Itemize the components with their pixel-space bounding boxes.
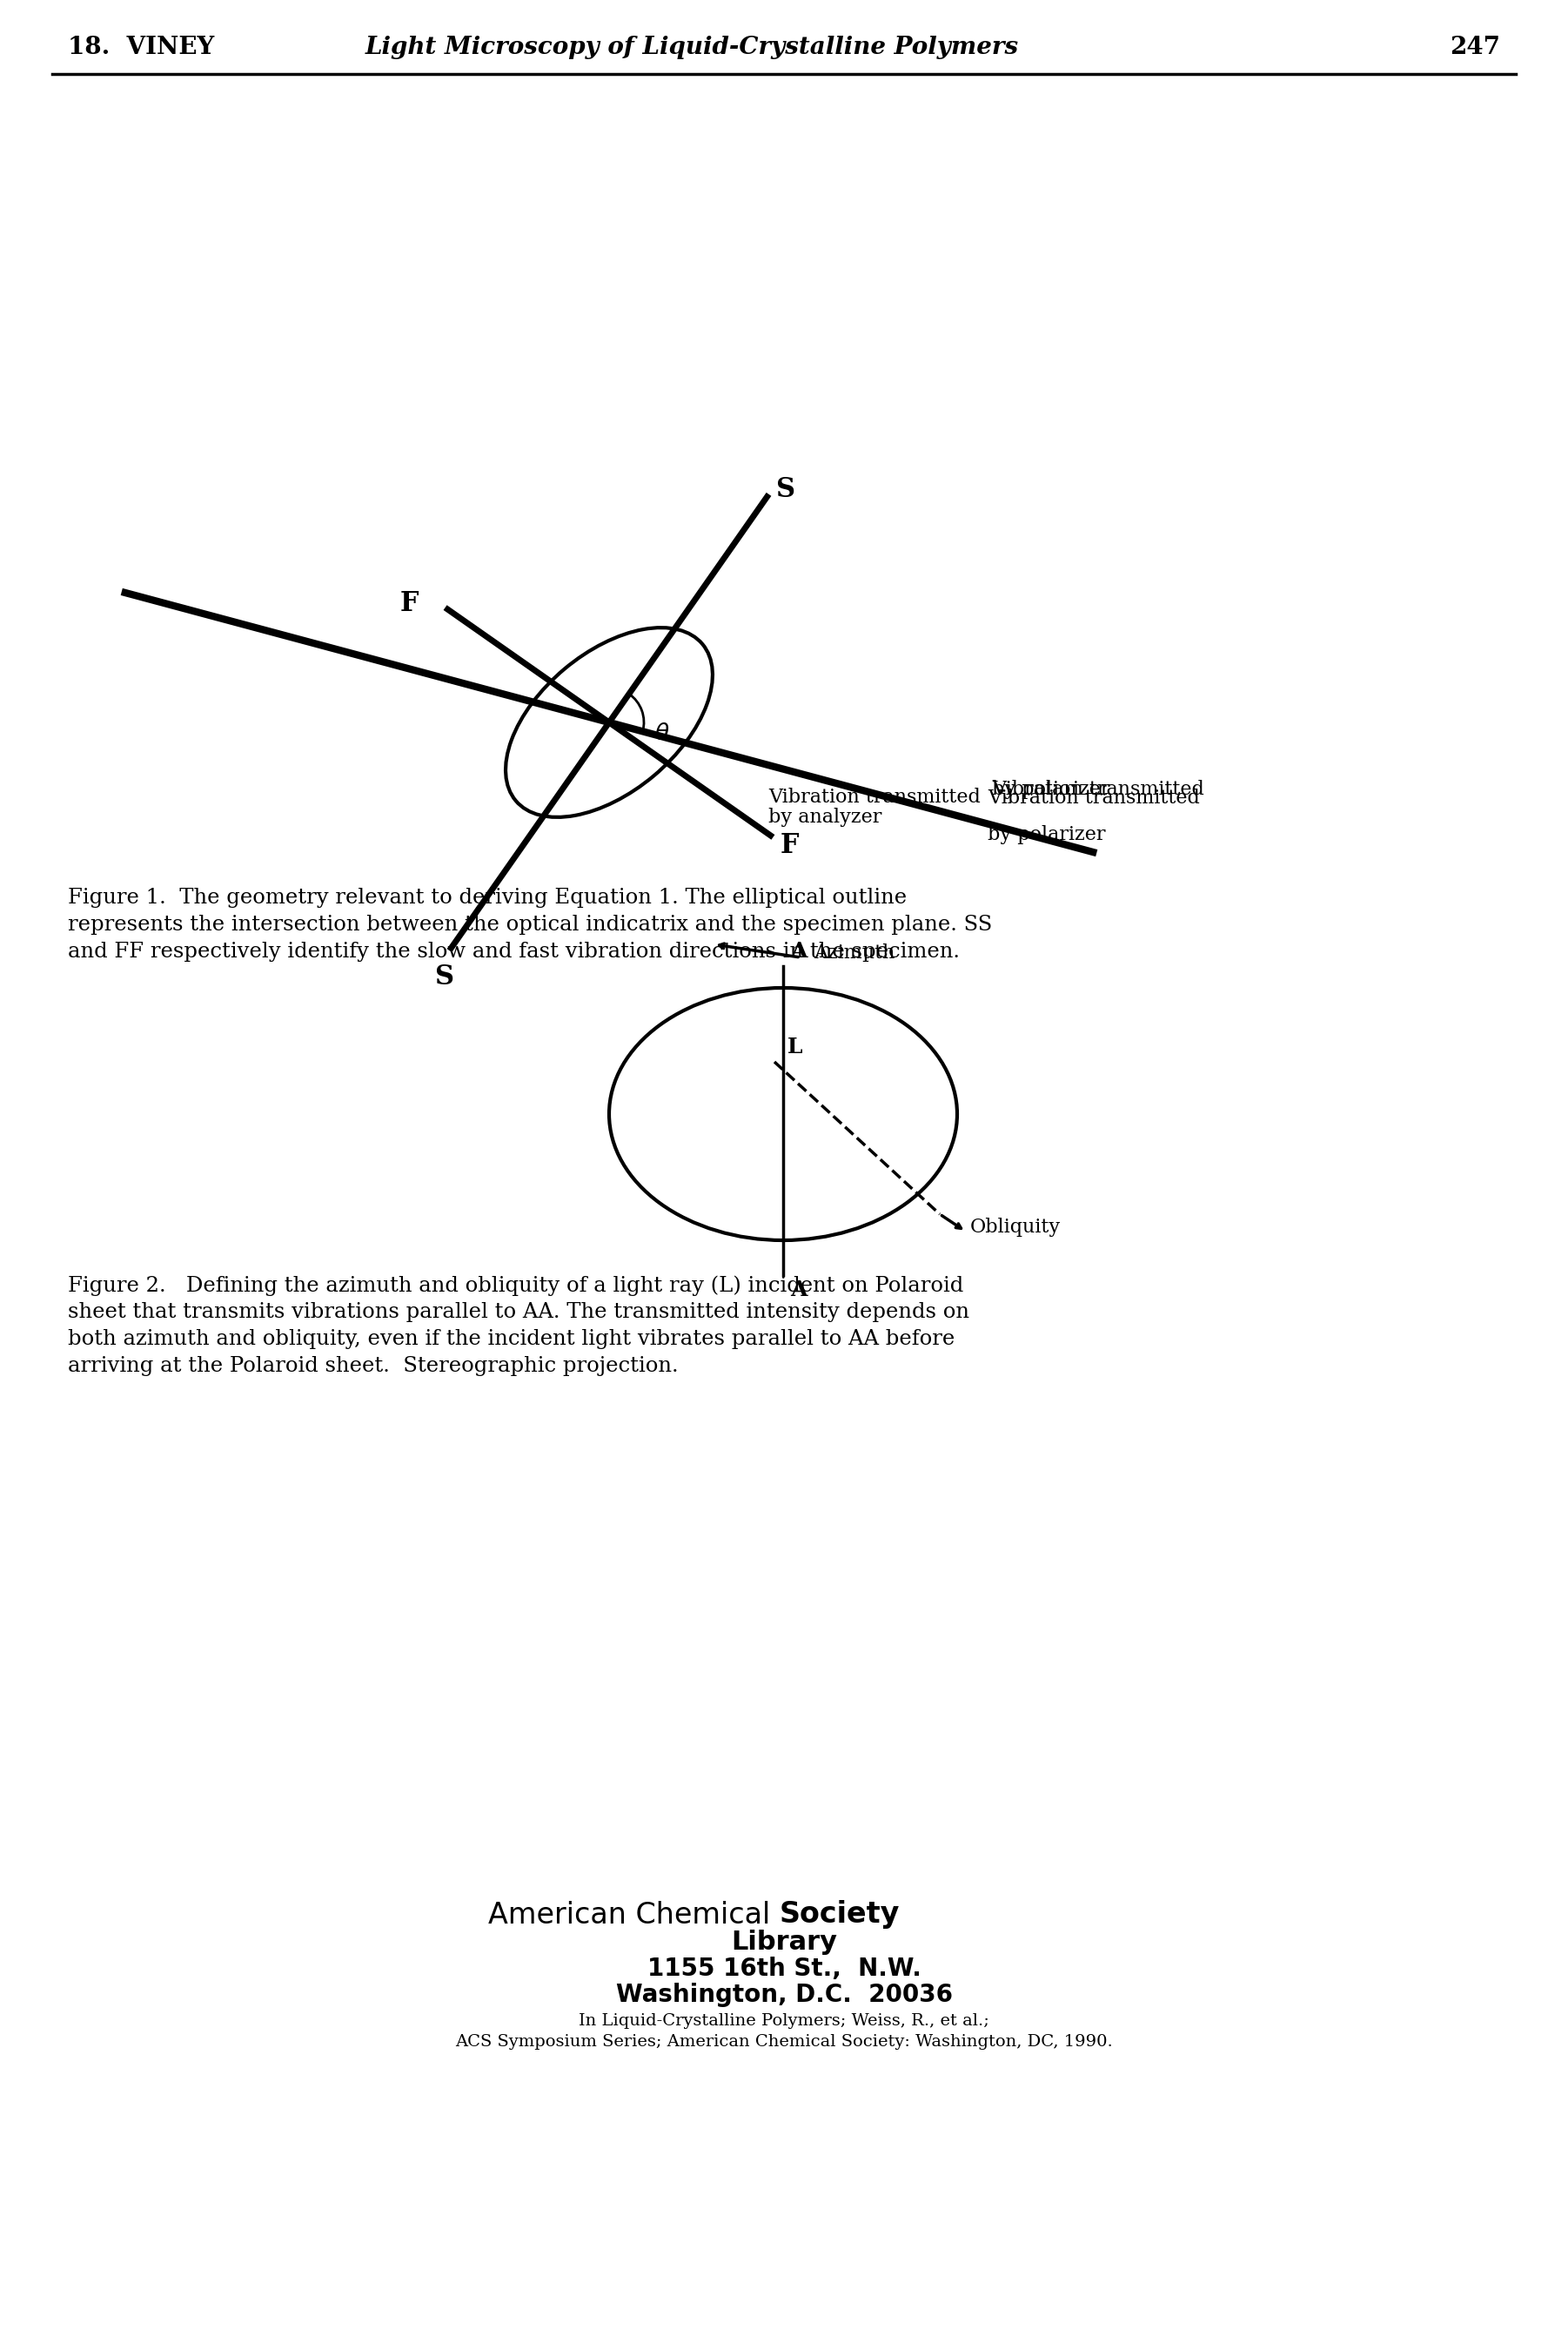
Text: S: S bbox=[776, 477, 795, 503]
Text: Vibration transmitted: Vibration transmitted bbox=[993, 780, 1204, 799]
Text: ACS Symposium Series; American Chemical Society: Washington, DC, 1990.: ACS Symposium Series; American Chemical … bbox=[455, 2035, 1113, 2049]
Text: and FF respectively identify the slow and fast vibration directions in the speci: and FF respectively identify the slow an… bbox=[67, 942, 960, 961]
Text: Vibration transmitted: Vibration transmitted bbox=[988, 787, 1200, 808]
Text: In Liquid-Crystalline Polymers; Weiss, R., et al.;: In Liquid-Crystalline Polymers; Weiss, R… bbox=[579, 2014, 989, 2028]
Text: Light Microscopy of Liquid-Crystalline Polymers: Light Microscopy of Liquid-Crystalline P… bbox=[365, 35, 1019, 59]
Text: L: L bbox=[787, 1036, 803, 1058]
Text: Library: Library bbox=[731, 1929, 837, 1955]
Text: arriving at the Polaroid sheet.  Stereographic projection.: arriving at the Polaroid sheet. Stereogr… bbox=[67, 1356, 679, 1377]
Text: Vibration transmitted: Vibration transmitted bbox=[768, 787, 980, 806]
Text: F: F bbox=[779, 832, 798, 860]
Text: by polarizer: by polarizer bbox=[988, 825, 1105, 844]
Text: American Chemical: American Chemical bbox=[488, 1901, 779, 1929]
Text: A: A bbox=[790, 940, 808, 961]
Text: Washington, D.C.  20036: Washington, D.C. 20036 bbox=[616, 1983, 952, 2007]
Text: F: F bbox=[400, 590, 419, 616]
Text: Obliquity: Obliquity bbox=[971, 1217, 1062, 1236]
Text: by polarizer: by polarizer bbox=[993, 757, 1110, 799]
Text: by analyzer: by analyzer bbox=[768, 808, 881, 827]
Text: Azimuth: Azimuth bbox=[814, 942, 895, 964]
Text: 18.  VINEY: 18. VINEY bbox=[67, 35, 215, 59]
Text: Society: Society bbox=[779, 1901, 900, 1929]
Text: Figure 2.   Defining the azimuth and obliquity of a light ray (L) incident on Po: Figure 2. Defining the azimuth and obliq… bbox=[67, 1276, 963, 1295]
Text: Figure 1.  The geometry relevant to deriving Equation 1. The elliptical outline: Figure 1. The geometry relevant to deriv… bbox=[67, 888, 906, 907]
Text: $\theta$: $\theta$ bbox=[654, 721, 670, 743]
Text: A: A bbox=[790, 1278, 808, 1300]
Text: both azimuth and obliquity, even if the incident light vibrates parallel to AA b: both azimuth and obliquity, even if the … bbox=[67, 1330, 955, 1349]
Text: 1155 16th St.,  N.W.: 1155 16th St., N.W. bbox=[648, 1958, 920, 1981]
Text: represents the intersection between the optical indicatrix and the specimen plan: represents the intersection between the … bbox=[67, 914, 993, 935]
Text: S: S bbox=[436, 964, 455, 992]
Text: 247: 247 bbox=[1450, 35, 1501, 59]
Text: sheet that transmits vibrations parallel to AA. The transmitted intensity depend: sheet that transmits vibrations parallel… bbox=[67, 1302, 969, 1323]
